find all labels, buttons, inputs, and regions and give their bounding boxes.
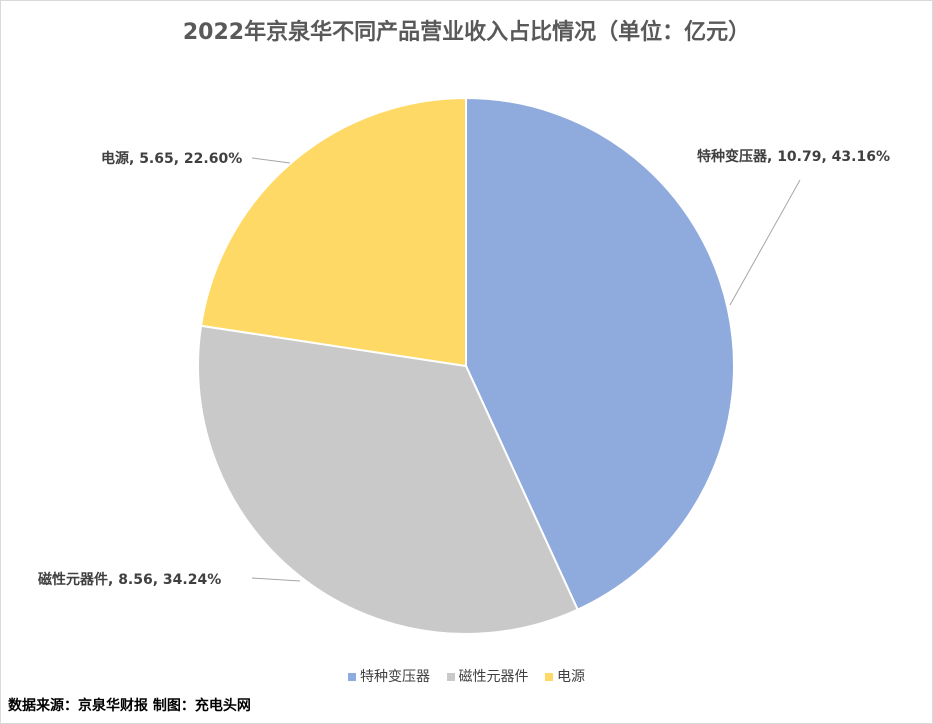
data-label: 磁性元器件, 8.56, 34.24% [38, 571, 221, 588]
data-source-note: 数据来源：京泉华财报 制图：充电头网 [8, 698, 251, 714]
leader-line [729, 179, 801, 306]
chart-legend: 特种变压器 磁性元器件 电源 [0, 666, 933, 686]
legend-label: 电源 [556, 669, 585, 685]
legend-swatch [544, 673, 553, 681]
legend-item-power-supply: 电源 [544, 666, 585, 686]
leader-line [251, 577, 301, 582]
chart-title: 2022年京泉华不同产品营业收入占比情况（单位：亿元） [182, 20, 751, 45]
data-label: 特种变压器, 10.79, 43.16% [697, 148, 890, 165]
legend-label: 特种变压器 [360, 669, 431, 685]
legend-item-magnetic-components: 磁性元器件 [446, 666, 529, 686]
leader-line [251, 157, 291, 164]
pie-slice-2 [199, 96, 467, 368]
data-label: 电源, 5.65, 22.60% [101, 150, 242, 167]
legend-swatch [446, 673, 455, 681]
pie-slice-1 [197, 324, 579, 635]
legend-item-special-transformer: 特种变压器 [348, 666, 430, 686]
legend-label: 磁性元器件 [458, 669, 529, 685]
pie-slice-0 [465, 96, 735, 611]
legend-swatch [348, 673, 357, 681]
